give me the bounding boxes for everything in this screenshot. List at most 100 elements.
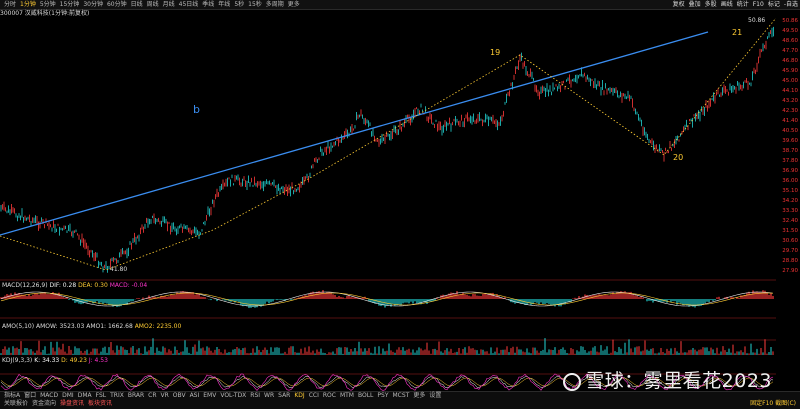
indicator-tab[interactable]: ASI bbox=[189, 392, 200, 399]
price-tick: 39.60 bbox=[782, 138, 798, 144]
price-tick: 42.30 bbox=[782, 108, 798, 114]
price-tick: 30.60 bbox=[782, 238, 798, 244]
wave-20-label: 20 bbox=[673, 153, 684, 162]
indicator-tab[interactable]: VOL-TDX bbox=[220, 392, 247, 399]
bottom-link[interactable]: 资金流向 bbox=[32, 400, 57, 407]
wave-line bbox=[0, 18, 776, 271]
period-tab[interactable]: 月线 bbox=[162, 1, 175, 8]
price-tick: 41.40 bbox=[782, 118, 798, 124]
price-tick: 43.20 bbox=[782, 98, 798, 104]
toolbar-button[interactable]: 叠加 bbox=[688, 1, 701, 8]
candlestick-series bbox=[0, 26, 774, 273]
period-tab[interactable]: 日线 bbox=[130, 1, 143, 8]
indicator-tab[interactable]: MTM bbox=[339, 392, 354, 399]
indicator-tab[interactable]: CCI bbox=[308, 392, 319, 399]
period-tab[interactable]: 5秒 bbox=[234, 1, 245, 8]
period-tab[interactable]: 年线 bbox=[218, 1, 231, 8]
indicator-tab[interactable]: TRIX bbox=[110, 392, 124, 399]
indicator-tab[interactable]: CR bbox=[148, 392, 157, 399]
snowball-logo-icon bbox=[563, 372, 582, 391]
indicator-bar: 指标A 窗口 MACD DMI DMA FSL TRIX BRAR CR VR OBV ASI EMV V… bbox=[0, 391, 800, 409]
price-tick: 34.20 bbox=[782, 198, 798, 204]
indicator-tab[interactable]: 设置 bbox=[429, 392, 442, 399]
toolbar-button[interactable]: -自选 bbox=[783, 1, 798, 8]
indicator-tab[interactable]: BRAR bbox=[127, 392, 145, 399]
period-tab[interactable]: 更多 bbox=[287, 1, 300, 8]
indicator-tab[interactable]: KDJ bbox=[294, 392, 305, 399]
macd-dea-line bbox=[0, 292, 774, 306]
toolbar-button[interactable]: 标记 bbox=[767, 1, 780, 8]
price-tick: 46.80 bbox=[782, 58, 798, 64]
indicator-tab[interactable]: VR bbox=[160, 392, 169, 399]
price-tick: 35.10 bbox=[782, 188, 798, 194]
bottom-right-tools[interactable]: 固定F10 截图(C) bbox=[750, 400, 796, 407]
kdj-d-line bbox=[0, 377, 774, 387]
toolbar-button[interactable]: 画线 bbox=[720, 1, 733, 8]
toolbar-button[interactable]: 复权 bbox=[672, 1, 685, 8]
price-tick: 27.90 bbox=[782, 268, 798, 274]
price-tick: 48.60 bbox=[782, 38, 798, 44]
macd-label: MACD(12,26,9) DIF: 0.28 DEA: 0.30 MACD: … bbox=[2, 282, 148, 289]
indicator-tab[interactable]: EMV bbox=[203, 392, 217, 399]
price-tick: 45.90 bbox=[782, 68, 798, 74]
indicator-tab[interactable]: MACD bbox=[40, 392, 59, 399]
price-tick: 36.90 bbox=[782, 168, 798, 174]
period-tab[interactable]: 60分钟 bbox=[106, 1, 127, 8]
wave-21-label: 21 bbox=[732, 28, 743, 37]
trend-line bbox=[0, 31, 709, 236]
price-tick: 29.70 bbox=[782, 248, 798, 254]
price-tick: 32.40 bbox=[782, 218, 798, 224]
label-b: b bbox=[193, 103, 200, 116]
bottom-link[interactable]: 板块资讯 bbox=[88, 400, 113, 407]
indicator-tab[interactable]: FSL bbox=[95, 392, 107, 399]
macd-dif-line bbox=[0, 291, 774, 307]
chart-canvas[interactable] bbox=[0, 18, 776, 391]
price-tick: 47.70 bbox=[782, 48, 798, 54]
amo-bars bbox=[0, 338, 774, 355]
indicator-tab[interactable]: RSI bbox=[250, 392, 261, 399]
period-tab[interactable]: 1分钟 bbox=[20, 1, 36, 8]
kdj-label: KDJ(9,3,3) K: 34.33 D: 49.23 J: 4.53 bbox=[2, 357, 108, 364]
price-tick: 31.50 bbox=[782, 228, 798, 234]
price-tick: 37.80 bbox=[782, 158, 798, 164]
indicator-tab[interactable]: WR bbox=[264, 392, 275, 399]
indicator-tab[interactable]: SAR bbox=[278, 392, 291, 399]
period-toolbar: 分时 1分钟 5分钟 15分钟 30分钟 60分钟 日线 周线 月线 45日线 季线 年线 5秒 15秒多… bbox=[0, 0, 800, 10]
period-tab[interactable]: 15秒 bbox=[248, 1, 262, 8]
period-tab[interactable]: 多周期 bbox=[265, 1, 284, 8]
indicator-tab[interactable]: DMI bbox=[62, 392, 74, 399]
indicator-tab[interactable]: BOLL bbox=[357, 392, 374, 399]
kdj-j-line bbox=[0, 373, 774, 391]
period-tab[interactable]: 5分钟 bbox=[39, 1, 56, 8]
bottom-link[interactable]: 关联报价 bbox=[4, 400, 29, 407]
stock-title: 300007 汉威科技(1分钟:前复权) bbox=[0, 10, 90, 17]
period-tab[interactable]: 周线 bbox=[146, 1, 159, 8]
indicator-tab[interactable]: 窗口 bbox=[24, 392, 37, 399]
bottom-link[interactable]: 操盘资讯 bbox=[60, 400, 85, 407]
price-axis: 50.86 49.50 48.60 47.70 46.80 45.90 45.00 44.10… bbox=[776, 18, 800, 280]
price-tick: 49.50 bbox=[782, 28, 798, 34]
indicator-tab[interactable]: OBV bbox=[172, 392, 186, 399]
indicator-tab[interactable]: PSY bbox=[377, 392, 389, 399]
indicator-tab[interactable]: DMA bbox=[77, 392, 92, 399]
wave-19-label: 19 bbox=[490, 48, 501, 57]
indicator-tab[interactable]: 更多 bbox=[413, 392, 426, 399]
period-tab[interactable]: 30分钟 bbox=[83, 1, 103, 8]
toolbar-button[interactable]: 统计 bbox=[736, 1, 749, 8]
toolbar-button[interactable]: F10 bbox=[752, 1, 764, 8]
price-tick: 38.70 bbox=[782, 148, 798, 154]
amo-label: AMO(5,10) AMOW: 3523.03 AMO1: 1662.68 AM… bbox=[2, 323, 182, 330]
indicator-tab[interactable]: 指标A bbox=[4, 392, 21, 399]
price-tick: 33.30 bbox=[782, 208, 798, 214]
indicator-tab[interactable]: MCST bbox=[392, 392, 410, 399]
period-tab[interactable]: 15分钟 bbox=[59, 1, 80, 8]
period-tab[interactable]: 45日线 bbox=[178, 1, 199, 8]
period-tab[interactable]: 季线 bbox=[202, 1, 215, 8]
period-tab[interactable]: 分时 bbox=[4, 1, 17, 8]
price-tick: 50.86 bbox=[782, 18, 798, 24]
watermark: 雪球：雾里看花2023 bbox=[563, 366, 772, 393]
toolbar-button[interactable]: 多股 bbox=[704, 1, 717, 8]
price-tick: 44.10 bbox=[782, 88, 798, 94]
indicator-tab[interactable]: ROC bbox=[322, 392, 336, 399]
price-tick: 40.50 bbox=[782, 128, 798, 134]
